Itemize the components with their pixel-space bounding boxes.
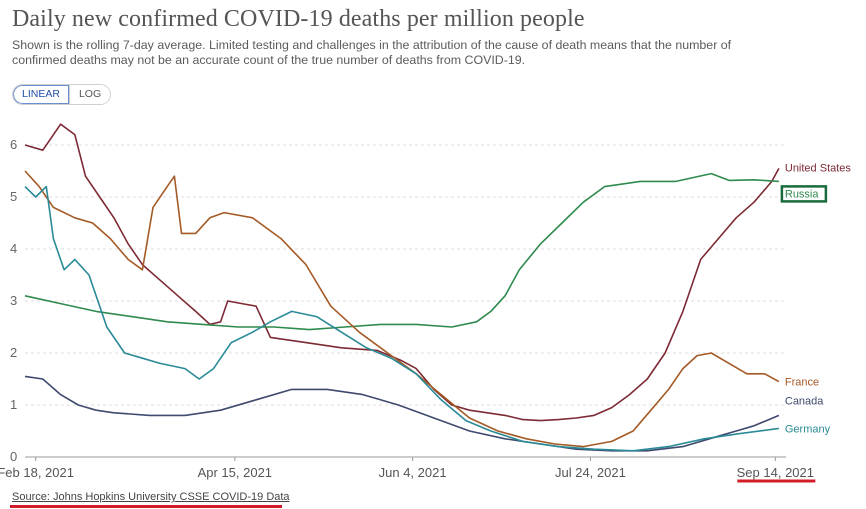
y-tick-label: 3 <box>10 293 17 308</box>
series-line <box>24 375 780 452</box>
series-line <box>24 185 780 452</box>
linear-scale-button[interactable]: LINEAR <box>13 85 70 104</box>
source-link[interactable]: Source: Johns Hopkins University CSSE CO… <box>12 491 290 503</box>
series-label: France <box>785 377 819 389</box>
x-tick-label: Jun 4, 2021 <box>379 465 447 480</box>
source-highlight-underline <box>10 505 282 508</box>
series-label: Russia <box>785 188 820 200</box>
series-line <box>24 170 780 448</box>
series-line <box>24 123 780 422</box>
y-tick-label: 2 <box>10 345 17 360</box>
y-tick-label: 0 <box>10 449 17 464</box>
scale-toggle: LINEAR LOG <box>12 84 112 105</box>
series-label: United States <box>785 162 852 174</box>
chart-subtitle: Shown is the rolling 7-day average. Limi… <box>12 38 732 67</box>
x-tick-label: Sep 14, 2021 <box>737 465 814 480</box>
series-label: Germany <box>785 423 831 435</box>
series-label: Canada <box>785 395 824 407</box>
y-tick-label: 5 <box>10 189 17 204</box>
russia-highlight-box <box>780 185 828 203</box>
y-tick-label: 4 <box>10 241 17 256</box>
chart-title: Daily new confirmed COVID-19 deaths per … <box>12 6 585 32</box>
x-tick-label: Jul 24, 2021 <box>555 465 626 480</box>
x-tick-label: Feb 18, 2021 <box>0 465 74 480</box>
x-tick-label: Apr 15, 2021 <box>198 465 272 480</box>
y-tick-label: 1 <box>10 397 17 412</box>
y-tick-label: 6 <box>10 137 17 152</box>
series-line <box>24 172 779 331</box>
log-scale-button[interactable]: LOG <box>69 85 111 104</box>
